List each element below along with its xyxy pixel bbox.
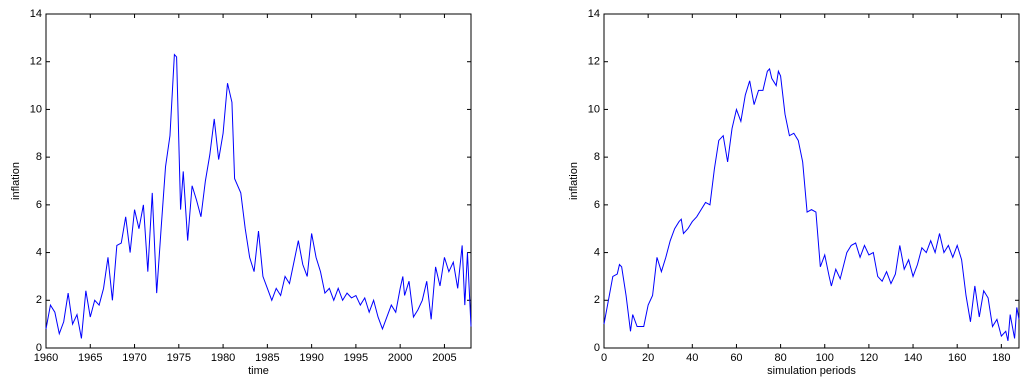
y-tick-label: 2 — [594, 294, 600, 306]
x-tick-label: 1990 — [299, 352, 323, 364]
x-tick-label: 100 — [816, 352, 834, 364]
y-tick-label: 10 — [588, 103, 600, 115]
plot-frame — [45, 13, 472, 349]
x-axis-label: simulation periods — [767, 365, 856, 377]
x-tick-label: 80 — [774, 352, 786, 364]
x-tick-label: 180 — [992, 352, 1010, 364]
y-tick-label: 10 — [30, 103, 42, 115]
y-tick-label: 12 — [588, 56, 600, 68]
y-tick-label: 14 — [30, 8, 42, 20]
y-tick-label: 4 — [594, 246, 600, 258]
y-tick-label: 6 — [594, 199, 600, 211]
y-tick-label: 6 — [36, 199, 42, 211]
x-tick-label: 40 — [686, 352, 698, 364]
x-tick-label: 60 — [730, 352, 742, 364]
x-tick-label: 1995 — [344, 352, 368, 364]
x-tick-label: 120 — [860, 352, 878, 364]
plot-frame — [603, 13, 1020, 349]
y-tick-label: 4 — [36, 246, 42, 258]
x-tick-label: 2005 — [432, 352, 456, 364]
x-tick-label: 1965 — [78, 352, 102, 364]
y-tick-label: 2 — [36, 294, 42, 306]
line-series — [45, 53, 472, 339]
y-tick-label: 8 — [594, 151, 600, 163]
y-axis-label: inflation — [10, 162, 22, 200]
x-tick-label: 1970 — [122, 352, 146, 364]
x-tick-label: 20 — [642, 352, 654, 364]
x-tick-label: 2000 — [388, 352, 412, 364]
y-tick-label: 14 — [588, 8, 600, 20]
x-axis-label: time — [248, 365, 269, 377]
y-tick-label: 0 — [36, 342, 42, 354]
x-tick-label: 1975 — [167, 352, 191, 364]
y-tick-label: 8 — [36, 151, 42, 163]
y-tick-label: 0 — [594, 342, 600, 354]
x-tick-label: 1980 — [211, 352, 235, 364]
line-series — [603, 67, 1020, 341]
x-tick-label: 0 — [601, 352, 607, 364]
y-tick-label: 12 — [30, 56, 42, 68]
x-tick-label: 140 — [904, 352, 922, 364]
x-tick-label: 160 — [948, 352, 966, 364]
x-tick-label: 1960 — [34, 352, 58, 364]
x-tick-label: 1985 — [255, 352, 279, 364]
y-axis-label: inflation — [568, 162, 580, 200]
